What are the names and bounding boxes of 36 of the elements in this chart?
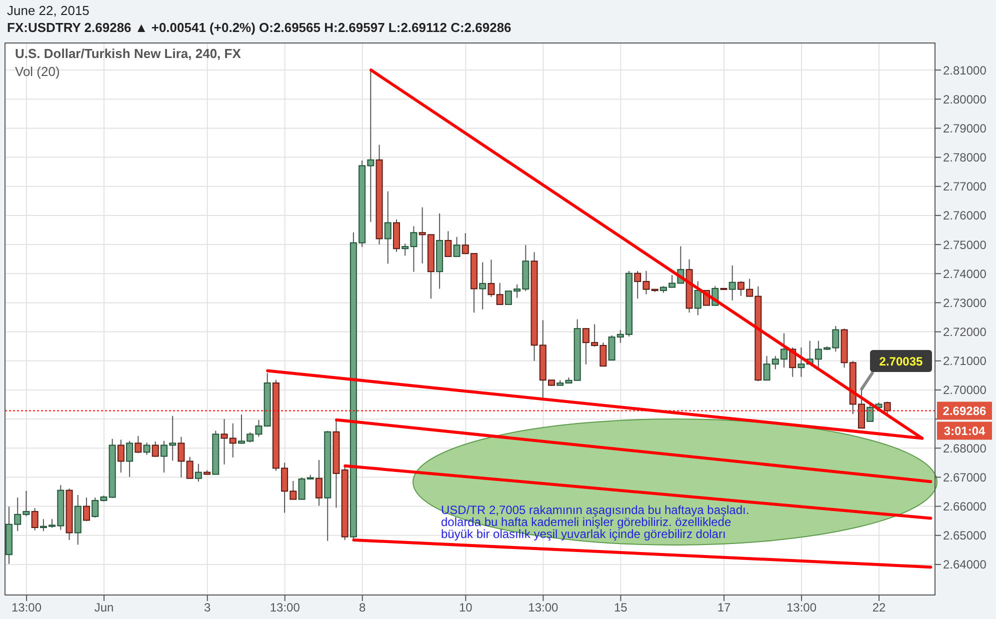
y-tick-label: 2.72000 (943, 325, 987, 340)
x-tick-label: 13:00 (12, 600, 42, 615)
x-tick-label: Jun (94, 600, 114, 615)
y-tick-label: 2.79000 (943, 121, 987, 136)
y-tick-label: 2.75000 (943, 238, 987, 252)
y-tick-label: 2.68000 (943, 441, 987, 456)
text: June 22, 2015 (7, 3, 90, 18)
y-tick-label: 2.80000 (943, 92, 987, 106)
x-tick-label: 3 (204, 600, 212, 615)
x-tick-label: 17 (717, 600, 732, 615)
y-tick-label: 2.76000 (943, 208, 987, 223)
chart-title: U.S. Dollar/Turkish New Lira, 240, FX (15, 46, 242, 61)
ref-line-label: 2.69286 (942, 404, 987, 418)
y-tick-label: 2.70000 (943, 383, 987, 398)
y-tick-label: 2.71000 (943, 354, 987, 368)
y-tick-label: 2.78000 (943, 150, 987, 165)
y-tick-label: 2.67000 (943, 470, 987, 484)
y-tick-label: 2.73000 (943, 296, 987, 310)
x-tick-label: 8 (359, 600, 366, 615)
x-tick-label: 13:00 (528, 600, 559, 615)
annotation: USD/TR 2,7005 rakamının aşagısında bu haftaya başladı. dolarda bu hafta kademeli inişler görebiliriz. özelliklede büyük bir olasılık yeşil yuvarlak içinde görebilirz doları (441, 503, 750, 541)
y-tick-label: 2.66000 (943, 500, 987, 514)
annotation: Vol (20) (15, 64, 60, 79)
y-tick-label: 2.65000 (943, 528, 987, 543)
text: 3:01:04 (944, 424, 986, 438)
x-tick-label: 13:00 (270, 600, 300, 615)
annotation: 2.70035 (879, 354, 924, 368)
y-tick-label: 2.64000 (943, 558, 987, 572)
x-tick-label: 22 (872, 600, 886, 615)
x-tick-label: 15 (614, 600, 628, 615)
y-tick-label: 2.74000 (943, 266, 987, 281)
x-tick-label: 13:00 (786, 600, 817, 615)
x-tick-label: 10 (459, 600, 473, 615)
chart-subtitle: FX:USDTRY 2.69286 ▲ +0.00541 (+0.2%) O:2.69565 H:2.69597 L:2.69112 C:2.69286 (7, 20, 512, 35)
y-tick-label: 2.77000 (943, 180, 987, 194)
y-tick-label: 2.81000 (943, 63, 987, 78)
